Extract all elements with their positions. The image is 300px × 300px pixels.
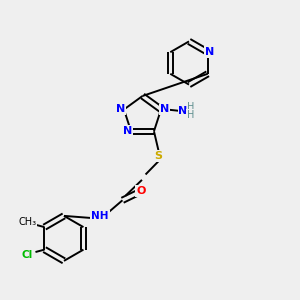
Text: N: N: [205, 47, 214, 57]
Text: CH₃: CH₃: [18, 217, 36, 227]
Text: NH: NH: [91, 211, 109, 221]
Text: S: S: [154, 151, 163, 161]
Text: N: N: [178, 106, 188, 116]
Text: H: H: [187, 102, 194, 112]
Text: Cl: Cl: [22, 250, 33, 260]
Text: H: H: [187, 110, 194, 120]
Text: O: O: [136, 186, 146, 196]
Text: N: N: [123, 126, 132, 136]
Text: N: N: [116, 104, 125, 115]
Text: N: N: [160, 104, 169, 115]
